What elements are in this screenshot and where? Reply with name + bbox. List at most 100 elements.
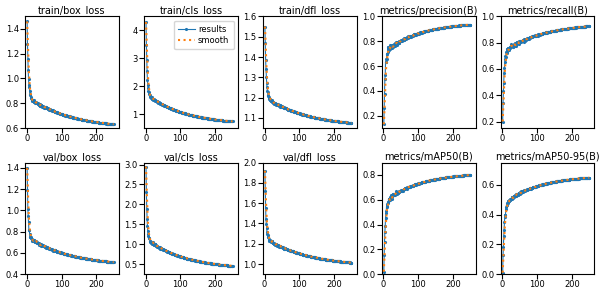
results — [107, 122, 114, 126]
smooth — [110, 260, 117, 264]
results — [297, 252, 304, 255]
results — [394, 191, 401, 194]
results — [229, 120, 236, 123]
smooth — [463, 23, 470, 27]
smooth — [514, 42, 521, 45]
smooth — [23, 166, 31, 170]
results — [344, 121, 352, 124]
smooth — [430, 27, 437, 31]
smooth — [59, 113, 67, 116]
smooth — [297, 112, 304, 115]
results — [430, 27, 437, 31]
smooth — [415, 32, 422, 35]
results — [178, 255, 185, 259]
results — [83, 119, 91, 122]
Title: metrics/recall(B): metrics/recall(B) — [507, 6, 588, 16]
results — [440, 26, 447, 29]
results — [275, 244, 283, 248]
smooth — [559, 28, 566, 31]
results — [394, 40, 401, 44]
results — [226, 119, 233, 123]
smooth — [262, 169, 269, 173]
Line: results: results — [263, 25, 353, 125]
smooth — [177, 110, 184, 114]
smooth — [559, 179, 566, 182]
smooth — [178, 111, 185, 114]
results — [83, 257, 91, 260]
Line: results: results — [382, 173, 472, 273]
smooth — [38, 242, 45, 246]
smooth — [535, 184, 542, 188]
results — [262, 169, 269, 173]
smooth — [514, 193, 521, 196]
Line: results: results — [501, 24, 591, 123]
results — [202, 261, 209, 264]
smooth — [344, 121, 352, 124]
smooth — [296, 112, 303, 115]
smooth — [467, 173, 474, 177]
smooth — [416, 31, 423, 35]
smooth — [107, 260, 114, 263]
Title: val/cls_loss: val/cls_loss — [163, 152, 218, 163]
smooth — [157, 101, 164, 105]
results — [415, 182, 422, 185]
results — [549, 180, 556, 184]
results — [416, 181, 423, 185]
smooth — [110, 122, 117, 126]
smooth — [83, 257, 91, 260]
results — [177, 110, 184, 114]
Line: smooth: smooth — [503, 26, 589, 122]
results — [177, 255, 184, 258]
smooth — [226, 264, 233, 267]
results — [74, 117, 81, 120]
smooth — [311, 256, 319, 259]
Title: metrics/mAP50-95(B): metrics/mAP50-95(B) — [495, 152, 600, 162]
results — [193, 259, 200, 263]
smooth — [321, 258, 328, 261]
smooth — [202, 116, 209, 120]
smooth — [229, 120, 236, 123]
smooth — [380, 123, 388, 126]
smooth — [586, 176, 593, 179]
Line: results: results — [25, 166, 115, 264]
results — [321, 258, 328, 261]
Line: smooth: smooth — [146, 167, 233, 266]
results — [157, 245, 164, 249]
results — [202, 117, 209, 120]
Title: val/dfl_loss: val/dfl_loss — [283, 152, 337, 163]
smooth — [74, 117, 81, 120]
results — [415, 32, 422, 35]
Line: results: results — [382, 23, 472, 126]
results — [59, 113, 67, 117]
results — [38, 242, 45, 245]
results — [499, 120, 506, 123]
smooth — [463, 173, 470, 177]
results — [380, 270, 388, 273]
Line: smooth: smooth — [146, 22, 233, 122]
results — [193, 114, 200, 118]
results — [262, 25, 269, 28]
results — [226, 264, 233, 267]
Line: results: results — [263, 169, 353, 264]
results — [380, 123, 388, 126]
results — [348, 121, 355, 125]
smooth — [440, 26, 447, 30]
Title: train/dfl_loss: train/dfl_loss — [278, 6, 341, 17]
results — [416, 31, 423, 35]
smooth — [58, 112, 65, 116]
results — [582, 25, 589, 28]
Line: smooth: smooth — [265, 27, 352, 123]
results — [311, 116, 319, 119]
results — [296, 112, 303, 115]
smooth — [226, 119, 233, 123]
results — [296, 252, 303, 255]
results — [157, 102, 164, 105]
results — [499, 271, 506, 274]
results — [467, 173, 474, 177]
results — [549, 30, 556, 33]
Title: val/box_loss: val/box_loss — [43, 152, 101, 163]
Line: smooth: smooth — [27, 22, 113, 124]
results — [23, 166, 31, 170]
results — [534, 184, 541, 188]
Title: train/box_loss: train/box_loss — [38, 6, 106, 17]
